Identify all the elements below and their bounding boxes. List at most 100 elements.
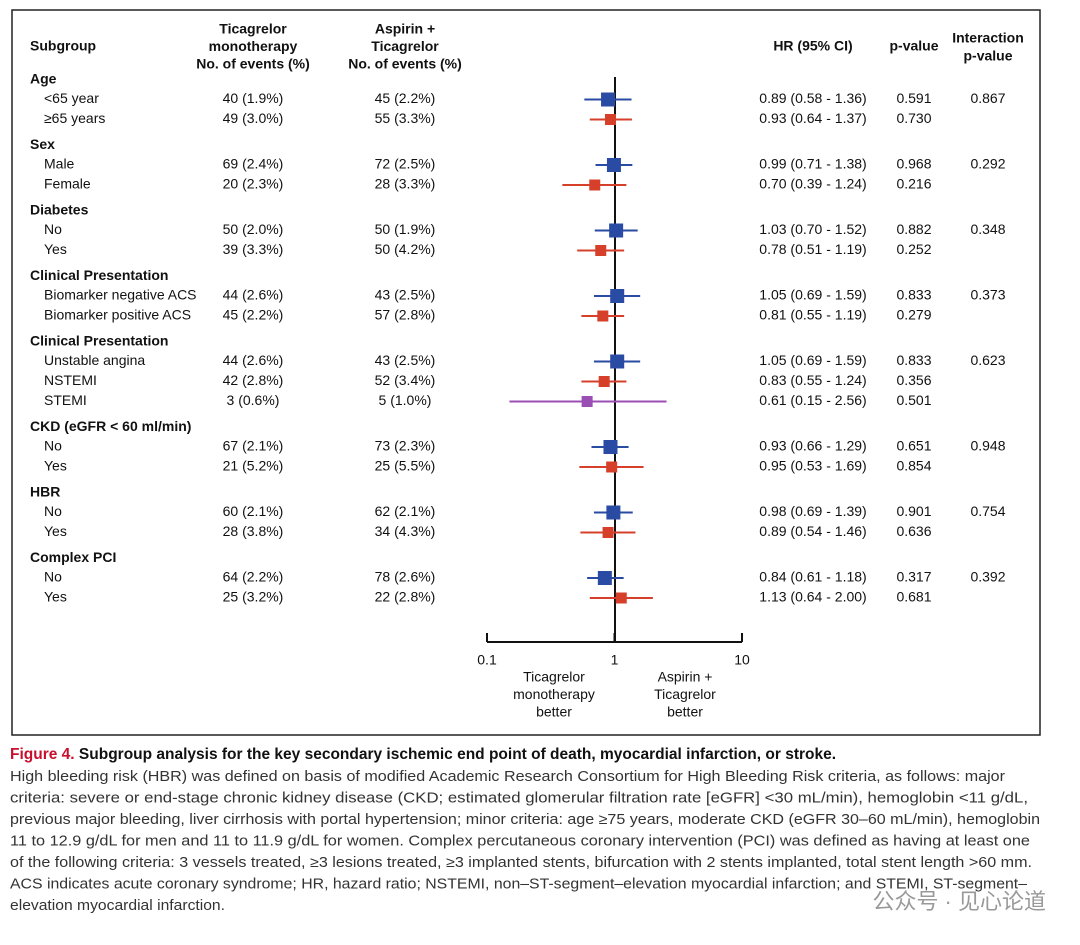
figure-title: Subgroup analysis for the key secondary … — [79, 746, 836, 763]
header-asp: Aspirin + — [375, 21, 435, 37]
p-value: 0.681 — [896, 589, 931, 605]
hr-point — [602, 527, 614, 538]
row-label: Yes — [44, 458, 67, 474]
header-asp: Ticagrelor — [371, 38, 439, 54]
tica-events: 21 (5.2%) — [223, 458, 284, 474]
interaction-p: 0.754 — [970, 503, 1005, 519]
row-label: Unstable angina — [44, 352, 145, 368]
x-label-left: better — [536, 704, 572, 720]
asp-events: 22 (2.8%) — [375, 589, 436, 605]
row-label: Biomarker positive ACS — [44, 307, 191, 323]
tica-events: 25 (3.2%) — [223, 589, 284, 605]
hr-point — [601, 92, 616, 107]
row-label: STEMI — [44, 392, 87, 408]
asp-events: 50 (1.9%) — [375, 221, 436, 237]
hr-ci: 0.95 (0.53 - 1.69) — [759, 458, 866, 474]
hr-ci: 0.93 (0.66 - 1.29) — [759, 438, 866, 454]
tica-events: 3 (0.6%) — [227, 392, 280, 408]
tica-events: 20 (2.3%) — [223, 176, 284, 192]
row-label: Yes — [44, 241, 67, 257]
asp-events: 25 (5.5%) — [375, 458, 436, 474]
header-subgroup: Subgroup — [30, 38, 96, 54]
hr-ci: 1.05 (0.69 - 1.59) — [759, 287, 866, 303]
hr-ci: 0.89 (0.58 - 1.36) — [759, 90, 866, 106]
caption-line: 11 to 12.9 g/dL for men and 11 to 11.9 g… — [10, 833, 1030, 849]
figure-label: Figure 4. — [10, 746, 75, 763]
p-value: 0.317 — [896, 569, 931, 585]
hr-point — [609, 223, 624, 238]
row-label: No — [44, 221, 62, 237]
p-value: 0.501 — [896, 392, 931, 408]
watermark: 公众号 · 见心论道 — [872, 889, 1046, 914]
header-hr: HR (95% CI) — [773, 38, 852, 54]
hr-ci: 0.83 (0.55 - 1.24) — [759, 372, 866, 388]
row-label: <65 year — [44, 90, 99, 106]
x-label-left: monotherapy — [513, 686, 595, 702]
row-label: ≥65 years — [44, 110, 105, 126]
asp-events: 43 (2.5%) — [375, 352, 436, 368]
group-label: Age — [30, 71, 57, 87]
asp-events: 73 (2.3%) — [375, 438, 436, 454]
interaction-p: 0.392 — [970, 569, 1005, 585]
hr-point — [606, 158, 621, 172]
tica-events: 64 (2.2%) — [223, 569, 284, 585]
group-label: Diabetes — [30, 202, 89, 218]
hr-point — [610, 354, 625, 369]
x-tick-label: 10 — [734, 652, 750, 668]
hr-ci: 0.70 (0.39 - 1.24) — [759, 176, 866, 192]
p-value: 0.651 — [896, 438, 931, 454]
asp-events: 5 (1.0%) — [379, 392, 432, 408]
hr-point — [581, 396, 593, 407]
x-label-right: Ticagrelor — [654, 686, 716, 702]
asp-events: 34 (4.3%) — [375, 523, 436, 539]
x-label-right: better — [667, 704, 703, 720]
row-label: Female — [44, 176, 91, 192]
interaction-p: 0.373 — [970, 287, 1005, 303]
hr-point — [589, 179, 601, 191]
row-label: Male — [44, 156, 75, 172]
asp-events: 45 (2.2%) — [375, 90, 436, 106]
header-tica: Ticagrelor — [219, 21, 287, 37]
group-label: HBR — [30, 484, 60, 500]
p-value: 0.636 — [896, 523, 931, 539]
header-tica: monotherapy — [209, 38, 298, 54]
p-value: 0.833 — [896, 287, 931, 303]
tica-events: 67 (2.1%) — [223, 438, 284, 454]
tica-events: 44 (2.6%) — [223, 352, 284, 368]
hr-ci: 0.84 (0.61 - 1.18) — [759, 569, 866, 585]
hr-ci: 1.05 (0.69 - 1.59) — [759, 352, 866, 368]
interaction-p: 0.348 — [970, 221, 1005, 237]
p-value: 0.356 — [896, 372, 931, 388]
interaction-p: 0.948 — [970, 438, 1005, 454]
x-tick-label: 0.1 — [477, 652, 497, 668]
p-value: 0.279 — [896, 307, 931, 323]
group-label: Clinical Presentation — [30, 333, 168, 349]
p-value: 0.882 — [896, 221, 931, 237]
caption-line: previous major bleeding, liver cirrhosis… — [10, 812, 1040, 828]
hr-point — [597, 571, 612, 585]
caption-line: of the following criteria: 3 vessels tre… — [10, 855, 1032, 871]
header-p: p-value — [889, 38, 938, 54]
caption-line: ACS indicates acute coronary syndrome; H… — [10, 876, 1028, 892]
tica-events: 60 (2.1%) — [223, 503, 284, 519]
header-interaction: p-value — [963, 48, 1012, 64]
group-label: Sex — [30, 136, 55, 152]
header-interaction: Interaction — [952, 30, 1024, 46]
hr-ci: 0.78 (0.51 - 1.19) — [759, 241, 866, 257]
asp-events: 50 (4.2%) — [375, 241, 436, 257]
hr-ci: 0.98 (0.69 - 1.39) — [759, 503, 866, 519]
hr-point — [603, 440, 618, 454]
tica-events: 40 (1.9%) — [223, 90, 284, 106]
header-tica: No. of events (%) — [196, 56, 310, 72]
asp-events: 55 (3.3%) — [375, 110, 436, 126]
caption-line: elevation myocardial infarction. — [10, 898, 225, 914]
tica-events: 39 (3.3%) — [223, 241, 284, 257]
asp-events: 52 (3.4%) — [375, 372, 436, 388]
hr-point — [606, 505, 621, 520]
group-label: CKD (eGFR < 60 ml/min) — [30, 418, 191, 434]
row-label: Yes — [44, 589, 67, 605]
tica-events: 45 (2.2%) — [223, 307, 284, 323]
asp-events: 57 (2.8%) — [375, 307, 436, 323]
asp-events: 28 (3.3%) — [375, 176, 436, 192]
hr-ci: 0.81 (0.55 - 1.19) — [759, 307, 866, 323]
